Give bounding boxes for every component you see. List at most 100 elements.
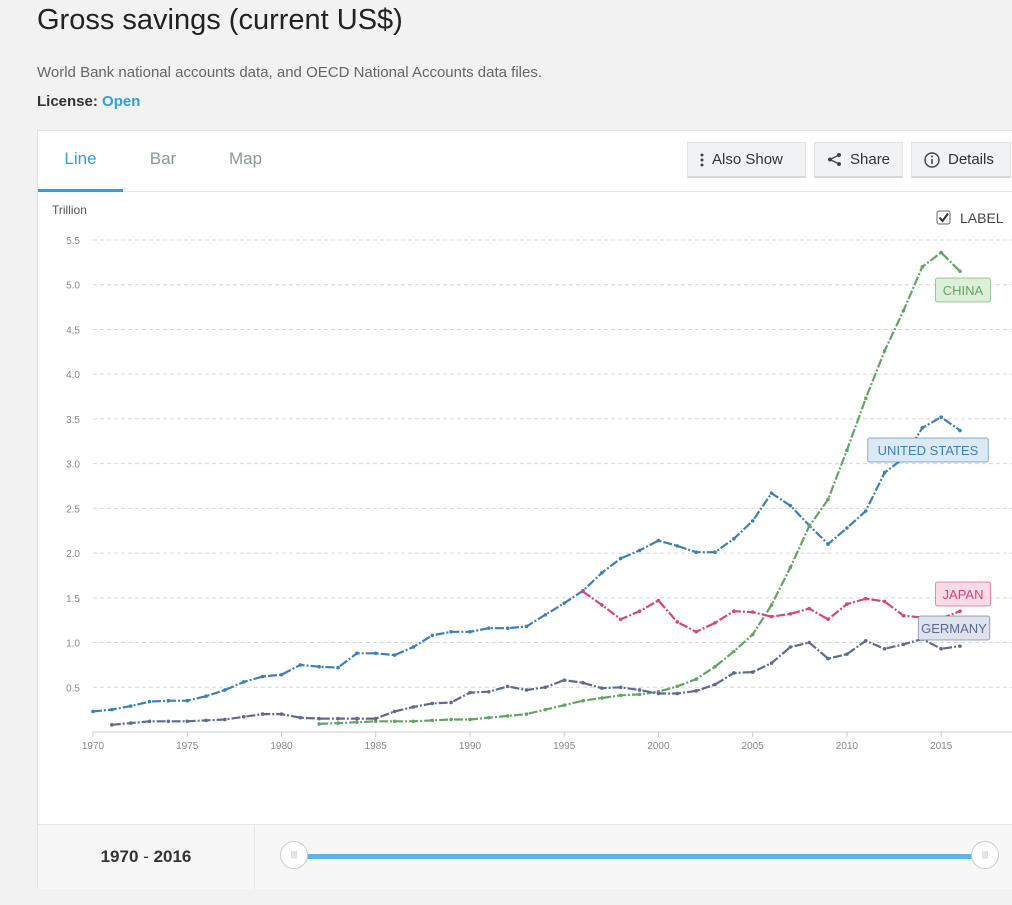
data-point-germany xyxy=(637,688,642,692)
data-point-germany xyxy=(769,661,774,665)
details-button[interactable]: Details xyxy=(911,142,1011,178)
data-point-china xyxy=(732,649,736,654)
x-tick-label: 1990 xyxy=(459,741,482,752)
range-slider-end-handle[interactable]: ||| xyxy=(971,841,999,869)
data-point-china xyxy=(920,265,925,269)
data-point-china xyxy=(618,693,623,698)
source-note: World Bank national accounts data, and O… xyxy=(37,64,543,81)
data-point-china xyxy=(355,720,359,724)
range-footer: 1970 - 2016 ||| ||| xyxy=(38,824,1012,889)
data-point-united-states xyxy=(91,709,95,714)
data-point-germany xyxy=(826,656,830,661)
data-point-united-states xyxy=(373,651,378,656)
data-point-united-states xyxy=(110,707,114,712)
y-tick-label: 2.5 xyxy=(66,504,80,515)
x-tick-label: 2015 xyxy=(930,741,953,752)
data-point-united-states xyxy=(223,688,227,692)
license-link[interactable]: Open xyxy=(102,93,141,110)
data-point-germany xyxy=(694,689,698,693)
y-tick-label: 1.5 xyxy=(66,594,80,605)
data-point-china xyxy=(882,349,887,353)
y-tick-label: 5.0 xyxy=(66,281,80,292)
data-point-germany xyxy=(807,640,812,645)
data-point-germany xyxy=(355,716,359,721)
data-point-china xyxy=(468,717,472,722)
data-point-united-states xyxy=(355,651,359,656)
data-point-united-states xyxy=(788,503,793,508)
range-slider-track[interactable] xyxy=(294,854,984,859)
x-tick-label: 2000 xyxy=(647,741,670,752)
series-label-box-china xyxy=(935,277,991,303)
data-point-germany xyxy=(298,715,303,720)
data-point-united-states xyxy=(637,548,642,553)
y-tick-label: 3.0 xyxy=(66,460,80,471)
label-toggle-checkbox[interactable] xyxy=(936,210,951,225)
y-tick-label: 4.5 xyxy=(66,325,80,336)
data-point-china xyxy=(826,497,830,502)
data-point-china xyxy=(336,721,340,725)
data-point-united-states xyxy=(524,624,529,629)
data-point-germany xyxy=(204,718,208,723)
data-point-united-states xyxy=(713,550,717,554)
tab-line[interactable]: Line xyxy=(38,131,123,192)
data-point-united-states xyxy=(845,526,849,530)
data-point-united-states xyxy=(732,536,736,541)
data-point-germany xyxy=(958,644,962,648)
checkmark-icon xyxy=(938,212,949,223)
data-point-united-states xyxy=(600,570,604,575)
data-point-united-states xyxy=(505,626,510,631)
also-show-button[interactable]: Also Show xyxy=(687,142,806,178)
data-point-china xyxy=(392,719,397,724)
data-point-china xyxy=(449,717,453,722)
more-vertical-icon xyxy=(700,153,704,167)
data-point-united-states xyxy=(449,630,453,634)
series-label-box-japan xyxy=(935,581,991,607)
data-point-japan xyxy=(788,612,793,616)
data-point-china xyxy=(600,696,604,700)
tab-bar-chart[interactable]: Bar xyxy=(149,149,177,168)
data-point-united-states xyxy=(882,470,887,475)
data-point-united-states xyxy=(958,428,962,433)
tab-map[interactable]: Map xyxy=(228,149,263,168)
details-label: Details xyxy=(948,151,994,168)
data-point-china xyxy=(487,715,491,720)
data-point-germany xyxy=(845,652,849,656)
data-point-japan xyxy=(732,609,736,614)
line-chart: Trillion LABEL 0.5 1.0 1.5 2.0 2.5 3.0 3.5 4.0 4.5… xyxy=(52,203,1012,752)
range-slider-start-handle[interactable]: ||| xyxy=(280,841,308,869)
data-point-united-states xyxy=(392,653,397,657)
data-point-china xyxy=(788,565,793,570)
x-tick-label: 2010 xyxy=(836,741,859,752)
data-point-united-states xyxy=(204,694,208,699)
label-toggle-text: LABEL xyxy=(960,210,1004,226)
data-point-united-states xyxy=(166,698,171,703)
data-point-japan xyxy=(694,630,698,634)
data-point-united-states xyxy=(863,509,868,513)
data-point-china xyxy=(713,664,717,669)
data-point-germany xyxy=(392,709,397,714)
series-line-germany xyxy=(111,637,961,726)
data-point-germany xyxy=(279,712,284,716)
series-label-japan: JAPAN xyxy=(943,587,984,602)
y-tick-label: 3.5 xyxy=(66,415,80,426)
share-button[interactable]: Share xyxy=(814,142,903,178)
data-point-japan xyxy=(675,620,680,624)
data-point-japan xyxy=(901,613,906,618)
data-point-china xyxy=(807,524,812,529)
series-label-united-states: UNITED STATES xyxy=(878,443,979,458)
data-point-united-states xyxy=(147,699,152,704)
range-label: 1970 - 2016 xyxy=(38,825,255,889)
data-point-germany xyxy=(562,678,566,682)
data-point-japan xyxy=(637,609,642,614)
data-point-china xyxy=(317,722,321,726)
data-point-japan xyxy=(656,598,661,603)
data-point-japan xyxy=(769,614,774,619)
data-point-germany xyxy=(185,719,190,724)
data-point-china xyxy=(769,603,774,607)
data-point-germany xyxy=(505,684,510,689)
data-point-china xyxy=(373,719,378,724)
data-point-japan xyxy=(600,603,604,607)
data-point-germany xyxy=(411,705,416,709)
data-point-united-states xyxy=(656,538,661,543)
also-show-label: Also Show xyxy=(712,151,783,168)
